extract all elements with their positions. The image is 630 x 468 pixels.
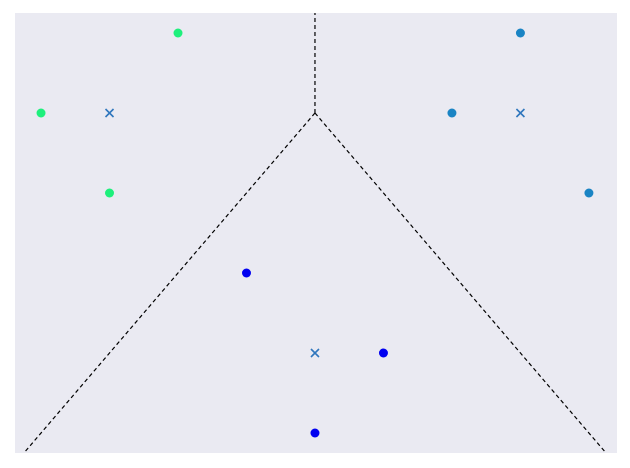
plot-area	[15, 13, 617, 453]
data-point	[310, 428, 320, 438]
boundary-line	[314, 112, 607, 453]
boundary-line	[23, 112, 316, 453]
plot-layer	[23, 13, 607, 453]
data-point	[447, 108, 457, 118]
data-point	[173, 28, 183, 38]
data-point	[378, 348, 388, 358]
centroid-marker	[515, 108, 525, 118]
data-point	[36, 108, 46, 118]
data-point	[105, 188, 115, 198]
data-point	[584, 188, 594, 198]
centroid-marker	[104, 108, 115, 118]
centroid-marker	[310, 348, 320, 358]
data-point	[241, 268, 251, 278]
data-point	[515, 28, 525, 38]
